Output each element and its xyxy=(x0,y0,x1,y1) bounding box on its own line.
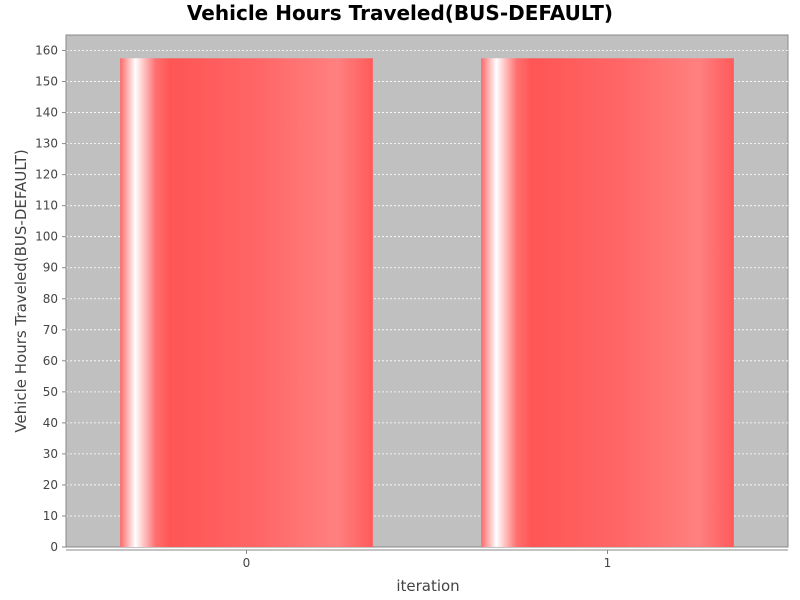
y-tick-label: 140 xyxy=(35,106,58,120)
y-tick-label: 130 xyxy=(35,137,58,151)
y-axis-ticks: 0 10 20 30 40 50 60 70 80 90 100 110 120 130 140 150 160 xyxy=(35,44,66,554)
y-tick-label: 30 xyxy=(43,447,58,461)
x-tick-label: 0 xyxy=(243,556,251,570)
y-axis-label: Vehicle Hours Traveled(BUS-DEFAULT) xyxy=(12,149,30,432)
y-tick-label: 70 xyxy=(43,323,58,337)
y-tick-label: 110 xyxy=(35,199,58,213)
y-tick-label: 90 xyxy=(43,261,58,275)
y-tick-label: 20 xyxy=(43,478,58,492)
y-tick-label: 160 xyxy=(35,44,58,58)
x-tick-label: 1 xyxy=(604,556,612,570)
bars xyxy=(120,58,734,547)
bar-0 xyxy=(120,58,373,547)
y-tick-label: 50 xyxy=(43,385,58,399)
y-tick-label: 80 xyxy=(43,292,58,306)
y-tick-label: 150 xyxy=(35,75,58,89)
chart-title: Vehicle Hours Traveled(BUS-DEFAULT) xyxy=(187,1,613,25)
y-tick-label: 100 xyxy=(35,230,58,244)
y-tick-label: 0 xyxy=(50,540,58,554)
y-tick-label: 60 xyxy=(43,354,58,368)
y-tick-label: 40 xyxy=(43,416,58,430)
y-tick-label: 10 xyxy=(43,509,58,523)
x-axis-label: iteration xyxy=(396,577,459,595)
y-tick-label: 120 xyxy=(35,168,58,182)
bar-1 xyxy=(481,58,734,547)
